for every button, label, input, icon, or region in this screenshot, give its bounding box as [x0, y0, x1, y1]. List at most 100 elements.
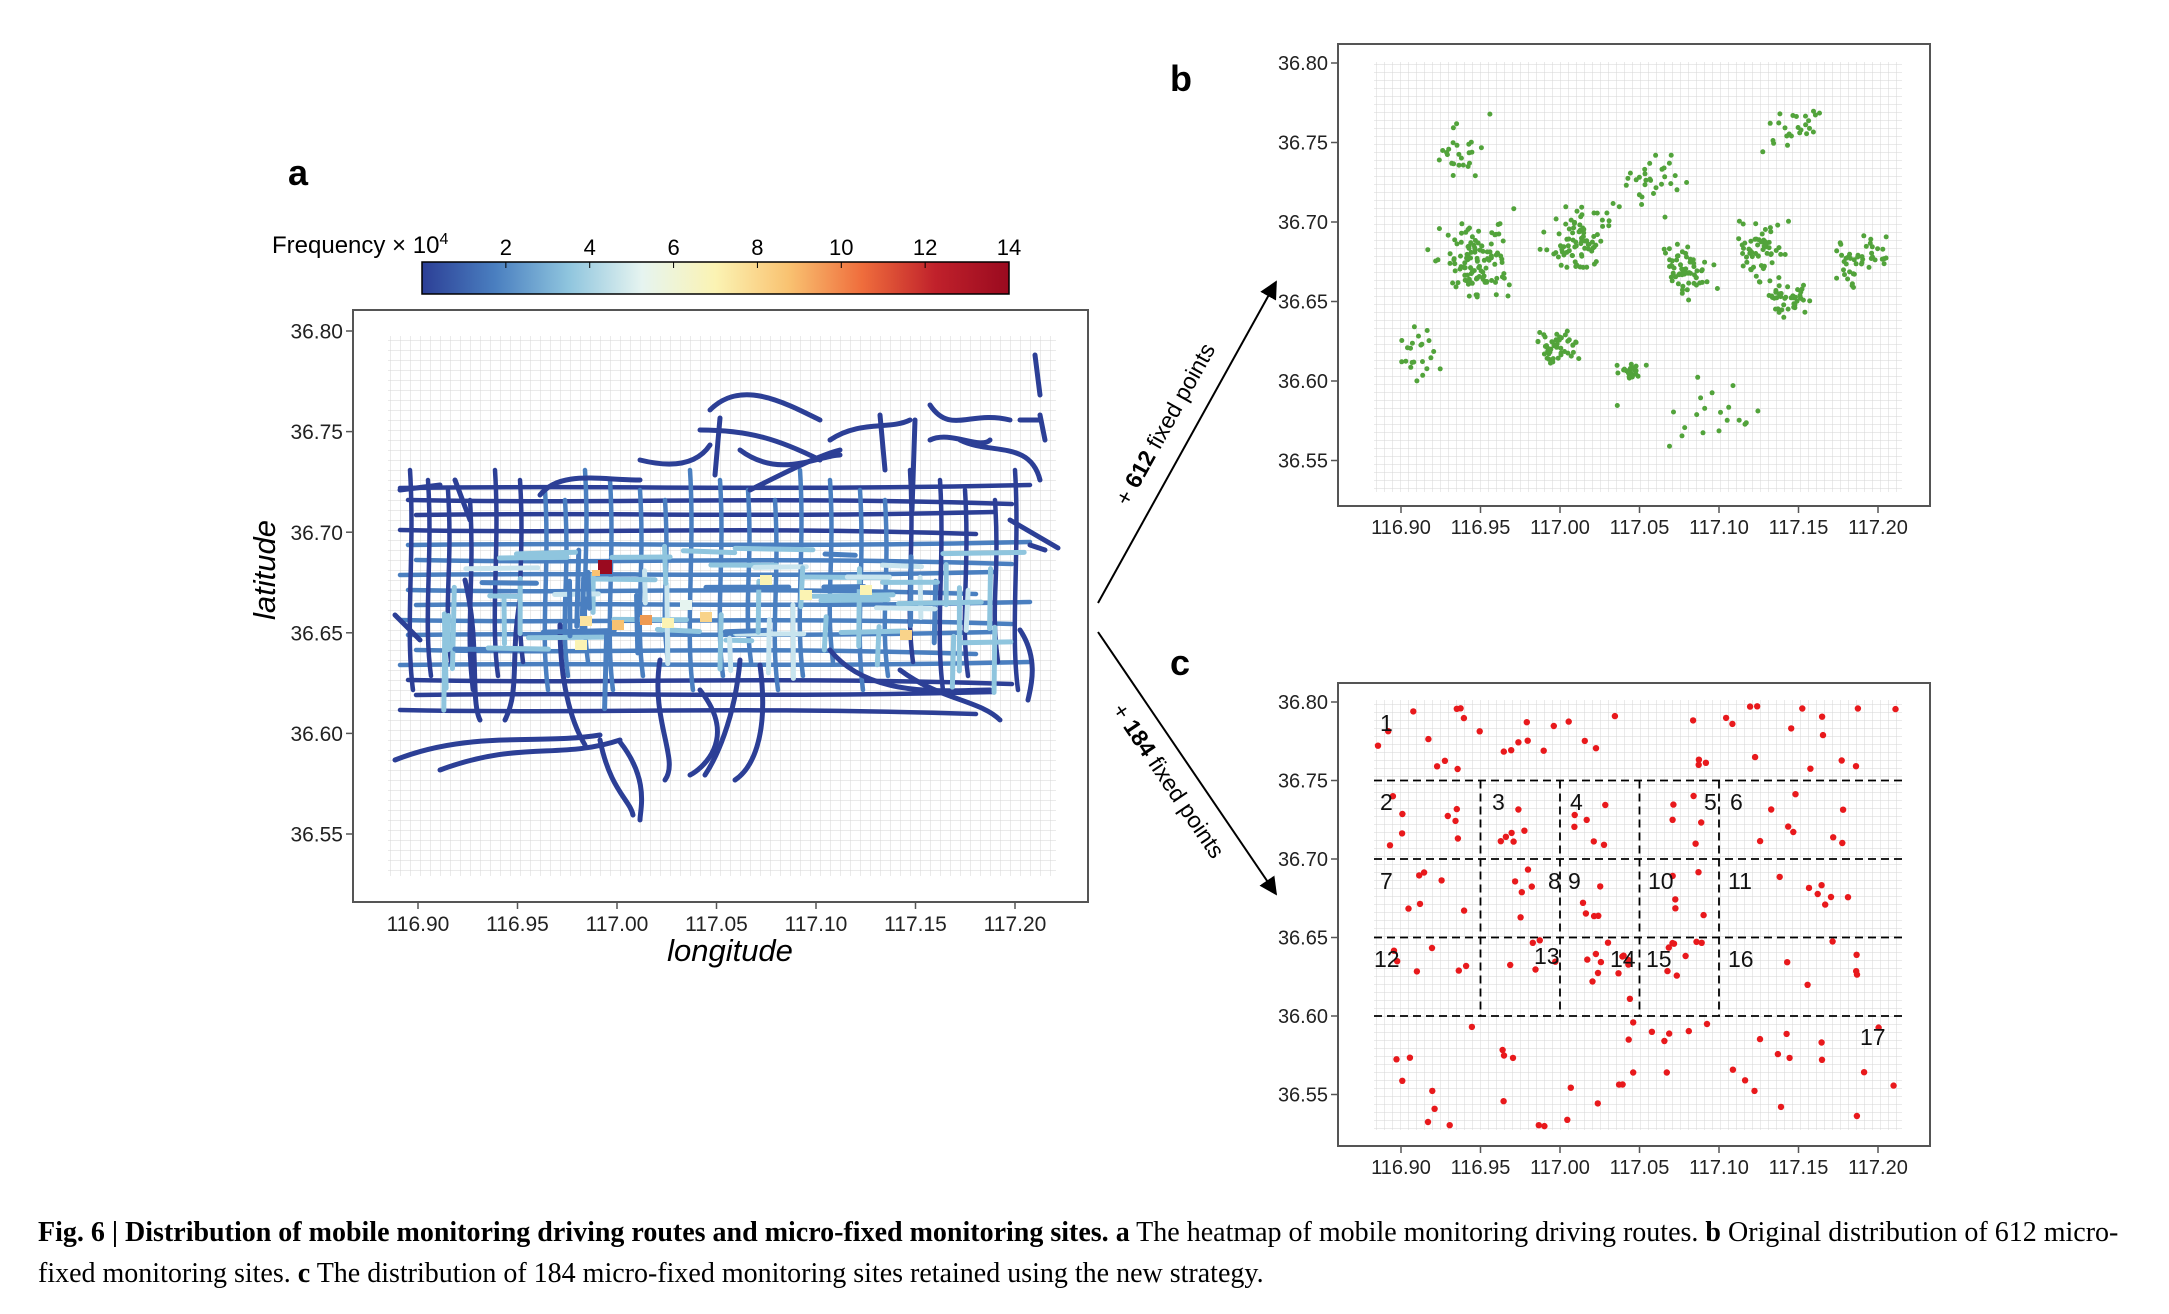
- site-point: [1682, 425, 1688, 431]
- site-point: [1436, 157, 1442, 163]
- site-point: [1679, 290, 1685, 296]
- site-point: [1571, 225, 1577, 231]
- site-point: [1468, 265, 1473, 271]
- colorbar-tick-label: 8: [751, 235, 763, 260]
- route-segment: [654, 626, 702, 634]
- site-point: [1684, 287, 1690, 293]
- site-point: [1510, 838, 1517, 845]
- route-segment: [717, 612, 724, 672]
- site-point: [1454, 765, 1461, 773]
- site-point: [1478, 145, 1484, 151]
- site-point: [1552, 958, 1559, 965]
- route-segment: [413, 509, 997, 518]
- route-segment: [397, 659, 1033, 668]
- site-point: [1425, 247, 1431, 253]
- site-point: [1452, 261, 1458, 267]
- site-point: [1818, 882, 1825, 889]
- site-point: [1466, 245, 1472, 251]
- site-point: [1670, 801, 1677, 808]
- site-point: [1651, 191, 1656, 196]
- site-point: [1829, 938, 1836, 945]
- site-point: [1783, 1030, 1790, 1038]
- site-point: [1568, 353, 1574, 359]
- route-segment: [927, 402, 1013, 423]
- site-point: [1716, 428, 1722, 434]
- site-point: [1695, 374, 1701, 380]
- site-point: [1642, 166, 1648, 172]
- site-point: [1702, 259, 1708, 265]
- site-point: [1500, 1098, 1507, 1105]
- site-point: [1883, 234, 1889, 240]
- site-point: [1736, 218, 1742, 224]
- site-point: [1674, 253, 1680, 259]
- site-point: [1647, 176, 1653, 182]
- site-point: [1433, 258, 1439, 264]
- site-point: [1702, 405, 1708, 411]
- site-point: [1477, 263, 1482, 269]
- site-point: [1880, 246, 1886, 252]
- site-point: [1659, 166, 1665, 172]
- original-sites: [1399, 108, 1889, 449]
- caption-c-text: The distribution of 184 micro-fixed moni…: [310, 1258, 1264, 1289]
- site-point: [1714, 286, 1720, 291]
- panel-a-x-tick-label: 117.15: [884, 913, 947, 936]
- site-point: [1508, 747, 1515, 754]
- site-point: [1573, 243, 1579, 249]
- route-segment: [880, 562, 925, 570]
- site-point: [1746, 703, 1754, 710]
- site-point: [1768, 251, 1774, 257]
- panel-b-x-tick-label: 117.20: [1848, 517, 1908, 539]
- caption-heading: Fig. 6 | Distribution of mobile monitori…: [38, 1217, 1109, 1248]
- site-point: [1659, 181, 1664, 187]
- site-point: [1834, 248, 1840, 254]
- site-point: [1812, 112, 1818, 118]
- site-point: [1614, 362, 1620, 368]
- site-point: [1563, 221, 1569, 227]
- panel-b-y-tick-label: 36.60: [1278, 371, 1328, 393]
- site-point: [1678, 262, 1683, 268]
- site-point: [1736, 236, 1742, 242]
- panel-b: b 116.90 116.95 117.00 117.05 117.10 117.15 11…: [1170, 43, 1931, 539]
- site-point: [1469, 280, 1475, 286]
- site-point: [1685, 1027, 1693, 1035]
- site-point: [1625, 175, 1631, 181]
- site-point: [1680, 283, 1686, 289]
- site-point: [1676, 272, 1682, 278]
- site-point: [1669, 816, 1676, 823]
- site-point: [1788, 133, 1794, 139]
- route-segment: [655, 657, 672, 783]
- panel-c-x-tick-label: 117.20: [1848, 1157, 1908, 1179]
- site-point: [1804, 981, 1811, 988]
- site-point: [1515, 806, 1522, 813]
- site-point: [1454, 835, 1462, 842]
- heat-cell: [580, 616, 592, 626]
- site-point: [1671, 265, 1677, 271]
- site-point: [1818, 1056, 1826, 1064]
- site-point: [1863, 243, 1869, 249]
- site-point: [1773, 289, 1779, 295]
- route-segment: [485, 645, 551, 652]
- site-point: [1518, 889, 1526, 896]
- site-point: [1805, 884, 1813, 892]
- site-point: [1841, 259, 1847, 265]
- site-point: [1669, 872, 1676, 880]
- site-point: [1418, 342, 1424, 348]
- route-segment: [755, 578, 762, 635]
- site-point: [1464, 255, 1470, 261]
- site-point: [1515, 739, 1522, 746]
- site-point: [1564, 236, 1570, 242]
- site-point: [1626, 375, 1632, 381]
- site-point: [1450, 280, 1456, 286]
- route-segment: [940, 549, 1027, 557]
- site-point: [1799, 705, 1806, 712]
- site-point: [1416, 872, 1423, 879]
- route-segment: [487, 593, 521, 600]
- route-segment: [634, 592, 641, 656]
- site-point: [1535, 338, 1541, 344]
- zone-label: 2: [1380, 789, 1393, 815]
- site-point: [1511, 878, 1519, 885]
- site-point: [1806, 118, 1812, 124]
- panel-a-x-tick-label: 116.95: [486, 913, 549, 936]
- site-point: [1853, 1112, 1861, 1120]
